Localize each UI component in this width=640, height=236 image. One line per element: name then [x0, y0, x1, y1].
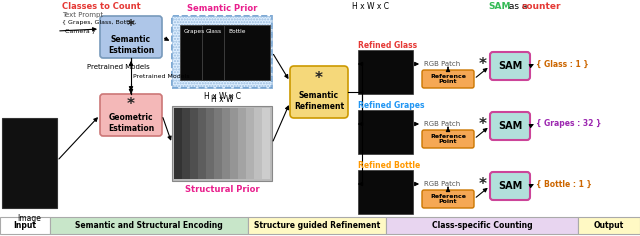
Text: RGB Patch: RGB Patch: [424, 121, 460, 127]
Text: Glass: Glass: [206, 29, 222, 34]
Text: SAM: SAM: [498, 181, 522, 191]
Text: Pretrained Models: Pretrained Models: [86, 64, 149, 70]
Text: Semantic and Structural Encoding: Semantic and Structural Encoding: [75, 221, 223, 230]
Bar: [262, 108, 270, 179]
FancyBboxPatch shape: [290, 66, 348, 118]
Text: SAM: SAM: [498, 121, 522, 131]
Text: { Bottle : 1 }: { Bottle : 1 }: [536, 180, 592, 189]
Bar: [222, 108, 230, 179]
Bar: [358, 110, 413, 154]
Text: Image: Image: [17, 214, 42, 223]
Text: Semantic Prior: Semantic Prior: [187, 4, 257, 13]
Bar: [578, 217, 640, 234]
Text: RGB Patch: RGB Patch: [424, 181, 460, 187]
Bar: [172, 16, 272, 88]
FancyBboxPatch shape: [100, 16, 162, 58]
Text: *: *: [479, 56, 487, 72]
Bar: [224, 25, 270, 80]
Text: Semantic
Refinement: Semantic Refinement: [294, 91, 344, 111]
Text: Refined Bottle: Refined Bottle: [358, 161, 420, 170]
Bar: [174, 108, 182, 179]
Bar: [238, 108, 246, 179]
Text: *: *: [127, 97, 135, 111]
Bar: [180, 25, 226, 80]
Bar: [0, 217, 50, 234]
Bar: [50, 217, 248, 234]
FancyBboxPatch shape: [422, 70, 474, 88]
Text: *: *: [315, 71, 323, 85]
Bar: [182, 108, 190, 179]
Text: Structure guided Refinement: Structure guided Refinement: [254, 221, 380, 230]
Text: RGB Patch: RGB Patch: [424, 61, 460, 67]
Bar: [230, 108, 238, 179]
Bar: [2, 118, 57, 208]
Text: SAM: SAM: [498, 61, 522, 71]
Text: Structural Prior: Structural Prior: [185, 185, 259, 194]
Bar: [254, 108, 262, 179]
Text: Output: Output: [594, 221, 624, 230]
Text: { Glass : 1 }: { Glass : 1 }: [536, 59, 589, 68]
Text: Input: Input: [13, 221, 36, 230]
Bar: [172, 106, 272, 181]
Bar: [202, 25, 248, 80]
Text: H x W x C: H x W x C: [204, 92, 241, 101]
FancyBboxPatch shape: [100, 94, 162, 136]
Text: Camera }: Camera }: [65, 28, 96, 33]
Text: *: *: [479, 117, 487, 131]
Bar: [198, 108, 206, 179]
Text: Bottle: Bottle: [228, 29, 246, 34]
Text: *: *: [127, 18, 135, 34]
Text: Reference
Point: Reference Point: [430, 134, 466, 144]
Text: H x W x C: H x W x C: [353, 2, 390, 11]
Text: Refined Grapes: Refined Grapes: [358, 101, 424, 110]
Text: { Grapes, Glass, Bottle,: { Grapes, Glass, Bottle,: [62, 20, 136, 25]
Text: Pretrained Models: Pretrained Models: [133, 73, 189, 79]
Bar: [358, 50, 413, 94]
Bar: [246, 108, 254, 179]
FancyBboxPatch shape: [422, 190, 474, 208]
FancyBboxPatch shape: [490, 112, 530, 140]
FancyBboxPatch shape: [490, 52, 530, 80]
Text: Classes to Count: Classes to Count: [62, 2, 141, 11]
Text: Semantic
Estimation: Semantic Estimation: [108, 35, 154, 55]
Text: Reference
Point: Reference Point: [430, 194, 466, 204]
FancyBboxPatch shape: [422, 130, 474, 148]
Text: Text Prompt: Text Prompt: [62, 12, 103, 18]
Text: Class-specific Counting: Class-specific Counting: [432, 221, 532, 230]
FancyBboxPatch shape: [490, 172, 530, 200]
Text: counter: counter: [522, 2, 561, 11]
Text: H x W: H x W: [211, 95, 233, 104]
Text: Reference
Point: Reference Point: [430, 74, 466, 84]
Text: Grapes: Grapes: [184, 29, 205, 34]
Bar: [358, 170, 413, 214]
Text: SAM: SAM: [488, 2, 511, 11]
Text: Refined Glass: Refined Glass: [358, 42, 417, 51]
Bar: [206, 108, 214, 179]
Bar: [190, 108, 198, 179]
Text: as a: as a: [506, 2, 531, 11]
Bar: [172, 16, 272, 88]
Text: Geometric
Estimation: Geometric Estimation: [108, 113, 154, 133]
Text: { Grapes : 32 }: { Grapes : 32 }: [536, 119, 602, 128]
Bar: [386, 217, 578, 234]
Text: *: *: [479, 177, 487, 191]
Bar: [248, 217, 386, 234]
Bar: [214, 108, 222, 179]
